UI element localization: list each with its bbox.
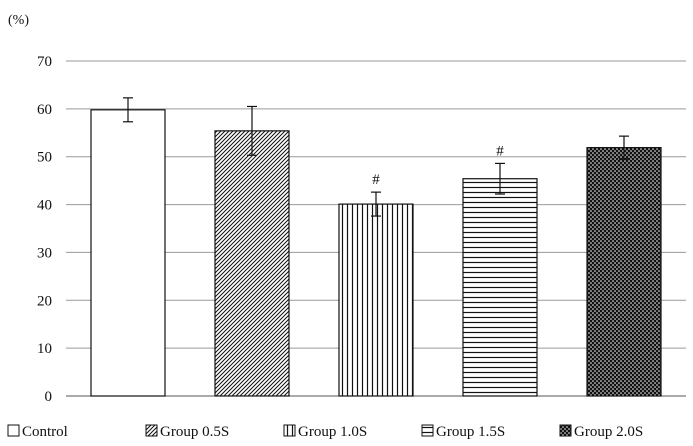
y-tick-label: 40 bbox=[37, 198, 52, 214]
legend-swatch bbox=[145, 424, 158, 437]
y-axis-unit-label: (%) bbox=[8, 13, 29, 28]
bars bbox=[90, 109, 662, 397]
legend-label: Group 1.5S bbox=[436, 424, 505, 440]
y-tick-label: 20 bbox=[37, 293, 52, 309]
legend-swatch bbox=[283, 424, 296, 437]
y-tick-label: 30 bbox=[37, 245, 52, 261]
error-bars bbox=[123, 97, 629, 217]
significance-marker: # bbox=[496, 143, 504, 159]
legend-swatch bbox=[421, 424, 434, 437]
legend-swatch bbox=[559, 424, 572, 437]
legend-label: Control bbox=[22, 424, 68, 440]
significance-annotations: ## bbox=[372, 143, 504, 188]
bar-control bbox=[90, 109, 166, 397]
y-tick-label: 10 bbox=[37, 341, 52, 357]
y-tick-label: 70 bbox=[37, 54, 52, 70]
y-tick-label: 50 bbox=[37, 150, 52, 166]
legend: Control Group 0.5S Group 1.0S Group 1.5S Gro… bbox=[7, 424, 643, 440]
y-axis-ticks: 0 10 20 30 40 50 60 70 bbox=[37, 54, 52, 405]
legend-label: Group 2.0S bbox=[574, 424, 643, 440]
bar-group-2-0s bbox=[586, 147, 662, 397]
y-tick-label: 0 bbox=[45, 389, 53, 405]
bar-group-1-5s bbox=[462, 178, 538, 397]
legend-swatch bbox=[7, 424, 20, 437]
legend-label: Group 1.0S bbox=[298, 424, 367, 440]
y-tick-label: 60 bbox=[37, 102, 52, 118]
bar-group-0-5s bbox=[214, 130, 290, 397]
significance-marker: # bbox=[372, 172, 380, 188]
bar-group-1-0s bbox=[338, 203, 414, 397]
legend-label: Group 0.5S bbox=[160, 424, 229, 440]
